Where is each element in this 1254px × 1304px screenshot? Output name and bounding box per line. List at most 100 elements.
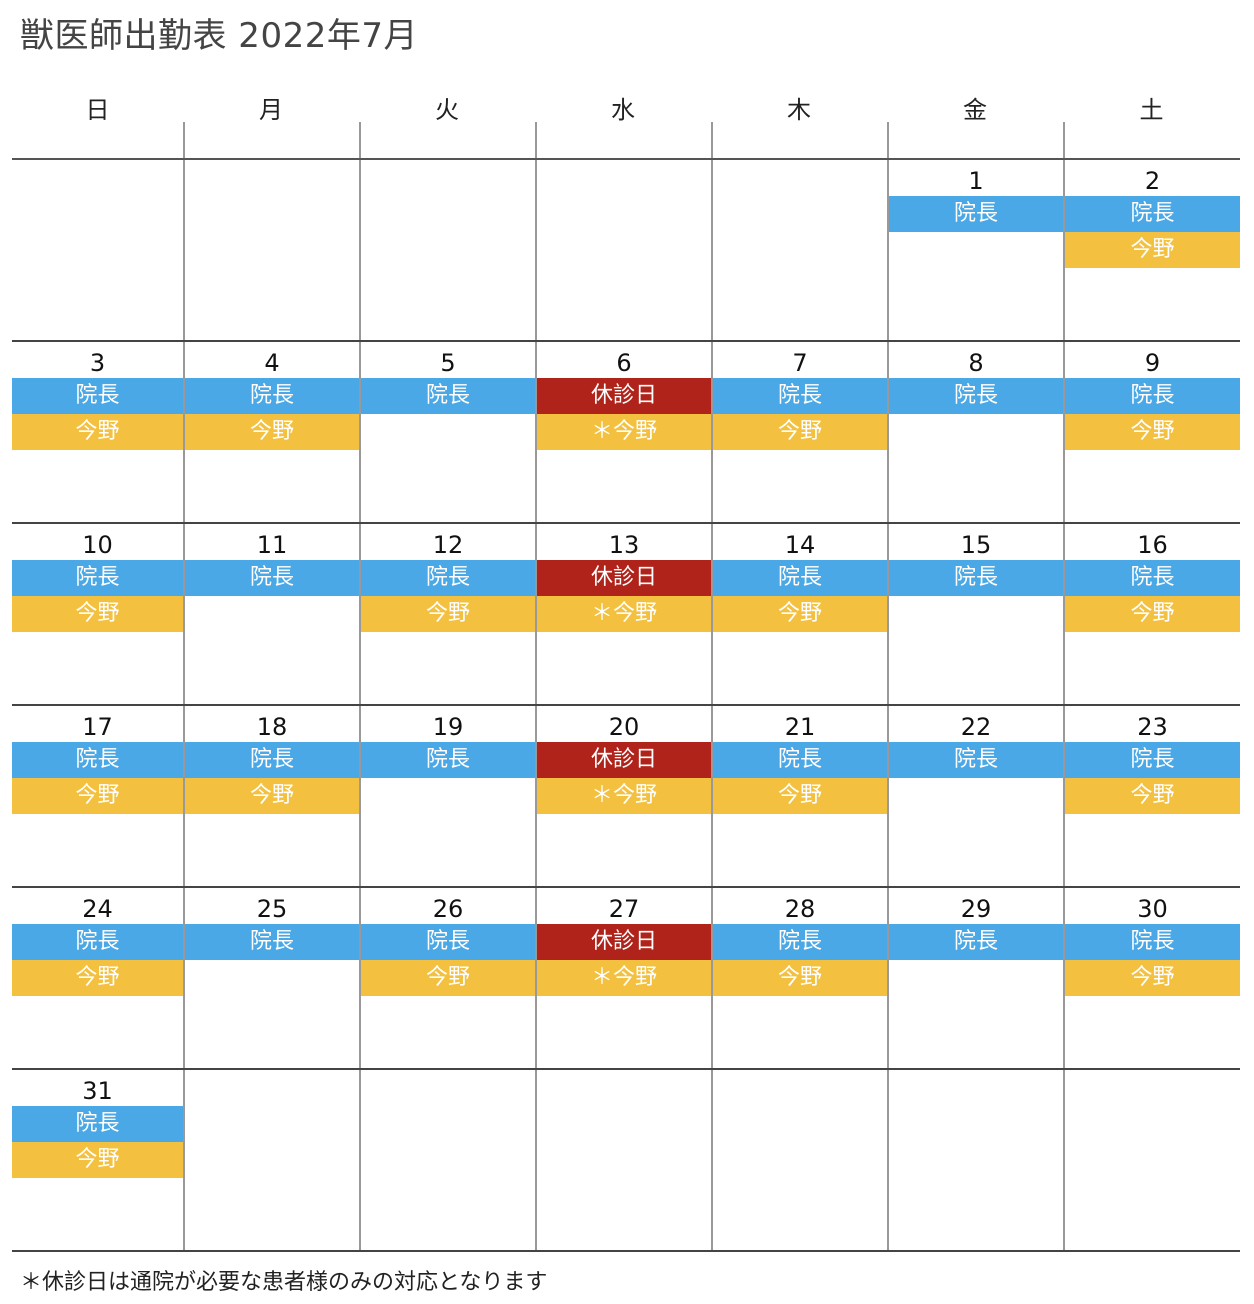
calendar-day-cell: 24 院長 今野 xyxy=(12,888,183,1068)
calendar-empty-cell xyxy=(359,1070,535,1250)
weekday-header-cell: 水 xyxy=(535,78,711,158)
weekday-label: 月 xyxy=(259,96,283,124)
calendar-day-cell: 8 院長 xyxy=(887,342,1063,522)
imano-shift-bar: 今野 xyxy=(12,778,183,814)
weekday-label: 水 xyxy=(611,96,635,124)
weekday-label: 木 xyxy=(787,96,811,124)
calendar-week-row: 31 院長 今野 xyxy=(12,1070,1240,1252)
closed-day-bar: 休診日 xyxy=(537,742,711,778)
director-shift-bar: 院長 xyxy=(361,560,535,596)
imano-shift-bar: 今野 xyxy=(185,414,359,450)
director-shift-bar: 院長 xyxy=(12,560,183,596)
weekday-label: 日 xyxy=(85,96,110,124)
director-shift-bar: 院長 xyxy=(1065,196,1240,232)
director-shift-bar: 院長 xyxy=(713,742,887,778)
imano-shift-bar: 今野 xyxy=(713,778,887,814)
calendar-week-row: 10 院長 今野 11 院長 12 院長 今野 13 休診日 ＊今野 14 院長 今野 15 院長 16 院長 今野 xyxy=(12,524,1240,706)
calendar-day-cell: 20 休診日 ＊今野 xyxy=(535,706,711,886)
day-number: 10 xyxy=(82,531,113,559)
day-number: 5 xyxy=(440,349,456,377)
imano-shift-bar: 今野 xyxy=(1065,960,1240,996)
calendar-day-cell: 16 院長 今野 xyxy=(1063,524,1240,704)
imano-shift-bar: ＊今野 xyxy=(537,960,711,996)
director-shift-bar: 院長 xyxy=(12,924,183,960)
calendar-day-cell: 14 院長 今野 xyxy=(711,524,887,704)
day-number: 26 xyxy=(432,895,464,923)
day-number: 19 xyxy=(432,713,464,741)
calendar-empty-cell xyxy=(183,160,359,340)
director-shift-bar: 院長 xyxy=(713,924,887,960)
imano-shift-bar: 今野 xyxy=(12,960,183,996)
column-divider xyxy=(359,122,361,158)
day-number: 12 xyxy=(432,531,464,559)
calendar-day-cell: 6 休診日 ＊今野 xyxy=(535,342,711,522)
calendar-empty-cell xyxy=(887,1070,1063,1250)
director-shift-bar: 院長 xyxy=(12,742,183,778)
calendar-day-cell: 23 院長 今野 xyxy=(1063,706,1240,886)
director-shift-bar: 院長 xyxy=(185,742,359,778)
calendar-day-cell: 30 院長 今野 xyxy=(1063,888,1240,1068)
calendar-day-cell: 13 休診日 ＊今野 xyxy=(535,524,711,704)
calendar-empty-cell xyxy=(12,160,183,340)
day-number: 27 xyxy=(608,895,640,923)
director-shift-bar: 院長 xyxy=(889,560,1063,596)
imano-shift-bar: 今野 xyxy=(1065,596,1240,632)
calendar-day-cell: 18 院長 今野 xyxy=(183,706,359,886)
day-number: 13 xyxy=(608,531,640,559)
director-shift-bar: 院長 xyxy=(185,378,359,414)
closed-day-footnote: ＊休診日は通院が必要な患者様のみの対応となります xyxy=(20,1270,548,1295)
calendar-day-cell: 28 院長 今野 xyxy=(711,888,887,1068)
calendar-day-cell: 31 院長 今野 xyxy=(12,1070,183,1250)
calendar-week-row: 17 院長 今野 18 院長 今野 19 院長 20 休診日 ＊今野 21 院長 今野 22 院長 23 院長 今野 xyxy=(12,706,1240,888)
calendar-empty-cell xyxy=(711,1070,887,1250)
day-number: 23 xyxy=(1137,713,1168,741)
weekday-label: 金 xyxy=(963,96,987,124)
calendar-week-row: 3 院長 今野 4 院長 今野 5 院長 6 休診日 ＊今野 7 院長 今野 8 院長 9 院長 今野 xyxy=(12,342,1240,524)
imano-shift-bar: 今野 xyxy=(361,596,535,632)
director-shift-bar: 院長 xyxy=(1065,378,1240,414)
director-shift-bar: 院長 xyxy=(1065,924,1240,960)
director-shift-bar: 院長 xyxy=(361,742,535,778)
weekday-header-cell: 金 xyxy=(887,78,1063,158)
day-number: 4 xyxy=(264,349,280,377)
day-number: 20 xyxy=(608,713,640,741)
closed-day-bar: 休診日 xyxy=(537,924,711,960)
calendar-empty-cell xyxy=(535,160,711,340)
calendar-empty-cell xyxy=(1063,1070,1240,1250)
column-divider xyxy=(183,122,185,158)
weekday-label: 火 xyxy=(435,96,459,124)
day-number: 18 xyxy=(256,713,288,741)
page-title: 獣医師出勤表 2022年7月 xyxy=(20,16,418,56)
director-shift-bar: 院長 xyxy=(12,378,183,414)
day-number: 31 xyxy=(82,1077,113,1105)
calendar-day-cell: 9 院長 今野 xyxy=(1063,342,1240,522)
director-shift-bar: 院長 xyxy=(1065,560,1240,596)
imano-shift-bar: 今野 xyxy=(12,414,183,450)
column-divider xyxy=(887,122,889,158)
director-shift-bar: 院長 xyxy=(889,924,1063,960)
day-number: 30 xyxy=(1137,895,1168,923)
imano-shift-bar: 今野 xyxy=(1065,232,1240,268)
weekday-header-cell: 木 xyxy=(711,78,887,158)
director-shift-bar: 院長 xyxy=(713,378,887,414)
calendar-day-cell: 5 院長 xyxy=(359,342,535,522)
director-shift-bar: 院長 xyxy=(185,924,359,960)
day-number: 8 xyxy=(968,349,984,377)
imano-shift-bar: ＊今野 xyxy=(537,778,711,814)
weekday-header-cell: 火 xyxy=(359,78,535,158)
calendar-day-cell: 4 院長 今野 xyxy=(183,342,359,522)
day-number: 3 xyxy=(89,349,106,377)
calendar-weeks: 1 院長 2 院長 今野 3 院長 今野 4 院長 今野 5 院長 6 休診日 ＊今野 7 院長 今野 8 院長 9 院長今… xyxy=(12,160,1240,1252)
attendance-calendar: 日月火水木金土 1 院長 2 院長 今野 3 院長 今野 4 院長 今野 5 院長 6 休診日 ＊今野 7 院長今… xyxy=(12,78,1240,1252)
imano-shift-bar: 今野 xyxy=(713,414,887,450)
calendar-week-row: 1 院長 2 院長 今野 xyxy=(12,160,1240,342)
day-number: 24 xyxy=(82,895,113,923)
calendar-day-cell: 2 院長 今野 xyxy=(1063,160,1240,340)
calendar-empty-cell xyxy=(359,160,535,340)
imano-shift-bar: 今野 xyxy=(1065,778,1240,814)
weekday-header-cell: 土 xyxy=(1063,78,1240,158)
calendar-day-cell: 10 院長 今野 xyxy=(12,524,183,704)
day-number: 1 xyxy=(968,167,984,195)
day-number: 21 xyxy=(784,713,816,741)
day-number: 11 xyxy=(256,531,288,559)
